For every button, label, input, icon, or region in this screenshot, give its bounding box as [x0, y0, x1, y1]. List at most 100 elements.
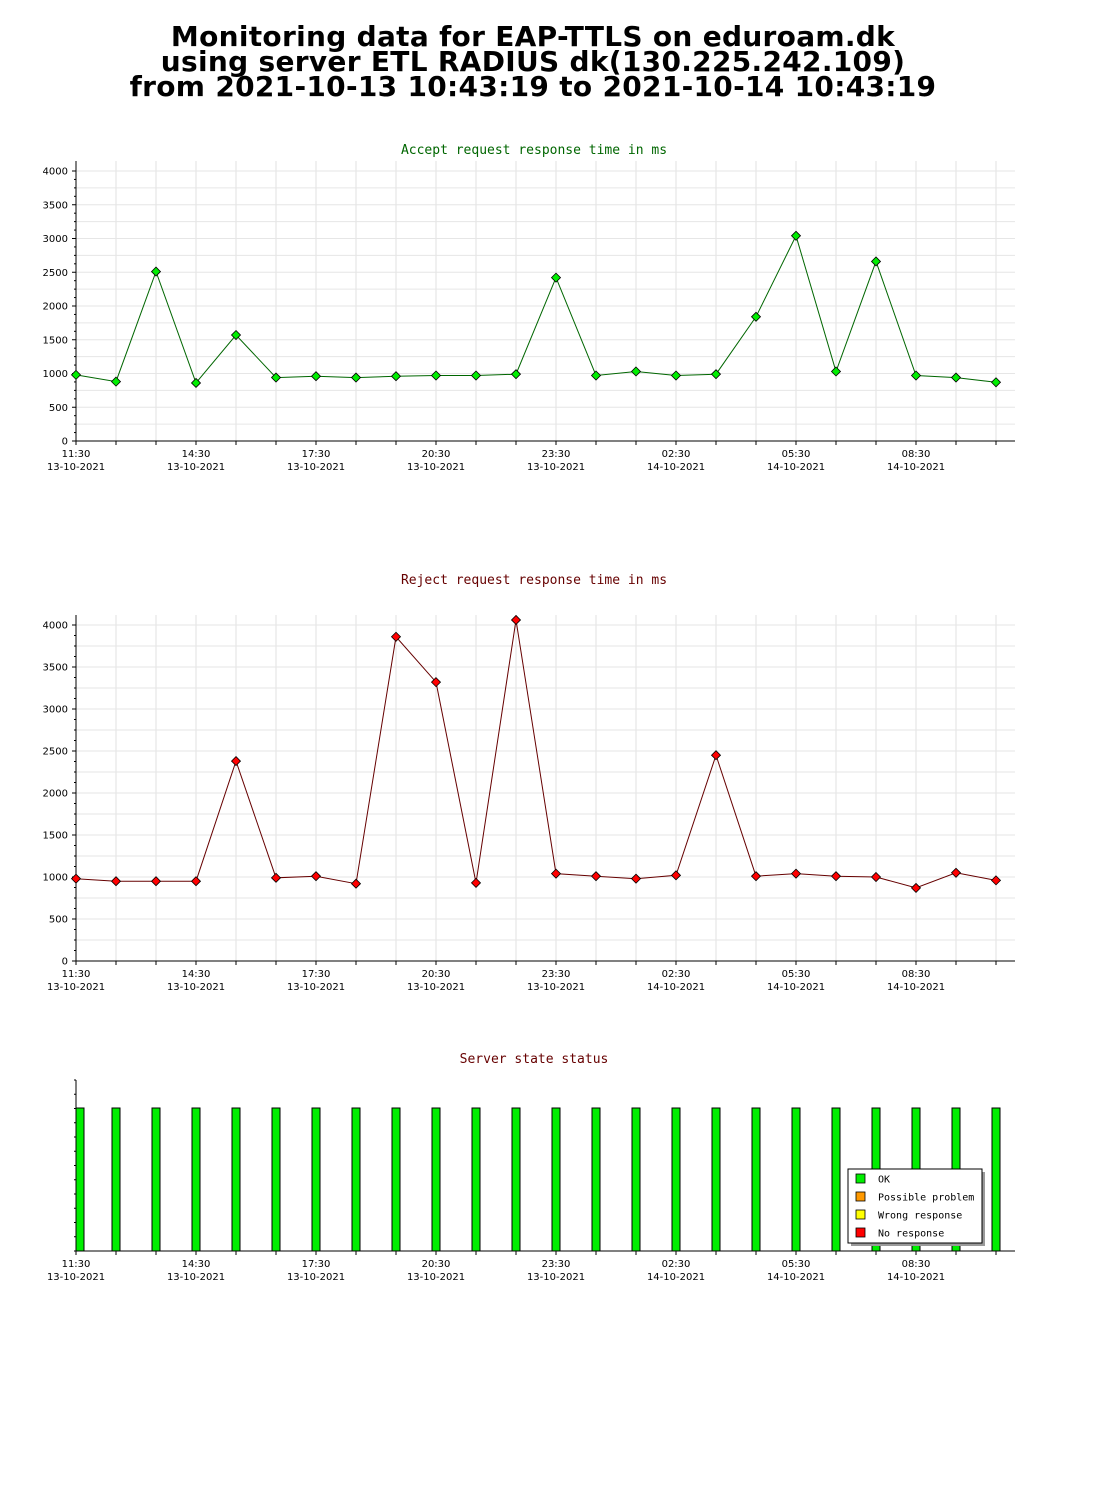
status-bar [471, 1107, 481, 1252]
status-bar [271, 1107, 281, 1252]
reject-data-point [270, 872, 282, 883]
reject-x-tick-time: 11:30 [62, 969, 91, 980]
reject-x-tick-date: 13-10-2021 [47, 982, 105, 993]
status-x-tick-time: 11:30 [62, 1259, 91, 1270]
reject-data-point [430, 677, 442, 688]
accept-data-point [830, 366, 842, 377]
accept-data-point [230, 329, 242, 341]
reject-chart: Reject request response time in ms 0 500 10… [43, 573, 1015, 968]
status-bar [711, 1107, 721, 1252]
reject-y-tick-label: 1000 [43, 873, 68, 884]
status-bar [591, 1107, 601, 1252]
reject-x-tick-date: 13-10-2021 [287, 982, 345, 993]
reject-y-tick-label: 1500 [43, 831, 68, 842]
accept-data-point [430, 370, 442, 381]
reject-y-tick-label: 0 [62, 957, 68, 968]
reject-x-tick-date: 14-10-2021 [887, 982, 945, 993]
reject-x-tick-time: 17:30 [302, 969, 331, 980]
reject-data-point [470, 877, 482, 888]
reject-y-tick-label: 3500 [43, 663, 68, 674]
reject-data-point [750, 871, 762, 882]
accept-data-point [470, 370, 482, 381]
accept-data-point [550, 272, 562, 283]
reject-x-tick-date: 13-10-2021 [527, 982, 585, 993]
reject-y-tick-label: 4000 [43, 621, 68, 632]
reject-data-point [70, 873, 82, 884]
status-chart: Server state status OK Possible problem Wro… [74, 1052, 1015, 1255]
reject-data-point [590, 871, 602, 882]
accept-y-tick-label: 1000 [43, 369, 68, 380]
status-x-tick-date: 14-10-2021 [767, 1272, 825, 1283]
reject-data-point [550, 868, 562, 879]
status-x-tick-date: 14-10-2021 [647, 1272, 705, 1283]
legend-label: No response [878, 1229, 944, 1240]
accept-y-tick-label: 500 [49, 403, 68, 414]
status-bar [75, 1107, 85, 1252]
title-line-2: using server ETL RADIUS dk(130.225.242.1… [160, 45, 906, 78]
reject-x-tick-date: 14-10-2021 [767, 982, 825, 993]
reject-y-tick-label: 2500 [43, 747, 68, 758]
status-x-tick-time: 20:30 [422, 1259, 451, 1270]
accept-data-point [670, 370, 682, 381]
reject-data-point [230, 756, 242, 767]
status-x-tick-time: 14:30 [182, 1259, 211, 1270]
status-bar [631, 1107, 641, 1252]
accept-x-tick-date: 13-10-2021 [527, 462, 585, 473]
status-bar [751, 1107, 761, 1252]
reject-data-point [830, 871, 842, 882]
status-bar [831, 1107, 841, 1252]
accept-x-tick-date: 13-10-2021 [287, 462, 345, 473]
reject-series-line [75, 619, 997, 889]
status-bar [431, 1107, 441, 1252]
title-line-1: Monitoring data for EAP-TTLS on eduroam.… [170, 20, 896, 53]
status-bar [311, 1107, 321, 1252]
legend-label: OK [878, 1175, 890, 1186]
accept-data-point [790, 230, 802, 241]
accept-data-point [390, 371, 402, 382]
accept-y-tick-label: 4000 [43, 167, 68, 178]
status-bar [991, 1107, 1001, 1252]
accept-y-tick-label: 3000 [43, 234, 68, 245]
accept-x-tick-time: 14:30 [182, 449, 211, 460]
accept-data-point [870, 256, 882, 267]
reject-data-point [150, 876, 162, 887]
accept-chart-title: Accept request response time in ms [401, 143, 667, 158]
accept-data-point [750, 311, 762, 322]
accept-data-point [990, 377, 1002, 388]
status-x-tick-time: 05:30 [782, 1259, 811, 1270]
accept-x-tick-time: 17:30 [302, 449, 331, 460]
status-x-tick-date: 13-10-2021 [47, 1272, 105, 1283]
accept-series-line [75, 234, 997, 384]
legend-swatch [855, 1227, 866, 1238]
status-x-tick-date: 13-10-2021 [287, 1272, 345, 1283]
reject-data-point [190, 876, 202, 887]
accept-x-tick-date: 13-10-2021 [167, 462, 225, 473]
reject-x-tick-date: 13-10-2021 [407, 982, 465, 993]
accept-x-tick-date: 13-10-2021 [407, 462, 465, 473]
legend-swatch [855, 1209, 866, 1220]
status-bar [351, 1107, 361, 1252]
legend-box [847, 1168, 983, 1244]
reject-data-point [950, 867, 962, 878]
status-x-tick-time: 17:30 [302, 1259, 331, 1270]
accept-data-point [270, 372, 282, 383]
legend-label: Possible problem [878, 1193, 974, 1204]
accept-x-tick-date: 14-10-2021 [647, 462, 705, 473]
accept-x-tick-time: 11:30 [62, 449, 91, 460]
accept-data-point [110, 376, 122, 387]
accept-x-tick-date: 14-10-2021 [887, 462, 945, 473]
status-bar [791, 1107, 801, 1252]
accept-x-tick-date: 13-10-2021 [47, 462, 105, 473]
accept-data-point [950, 372, 962, 383]
reject-data-point [870, 871, 882, 883]
status-x-tick-time: 08:30 [902, 1259, 931, 1270]
reject-data-point [990, 875, 1002, 886]
accept-x-tick-time: 05:30 [782, 449, 811, 460]
accept-x-tick-date: 14-10-2021 [767, 462, 825, 473]
reject-x-tick-date: 14-10-2021 [647, 982, 705, 993]
reject-x-tick-time: 02:30 [662, 969, 691, 980]
reject-x-tick-time: 14:30 [182, 969, 211, 980]
status-bar [151, 1107, 161, 1252]
reject-y-tick-label: 2000 [43, 789, 68, 800]
